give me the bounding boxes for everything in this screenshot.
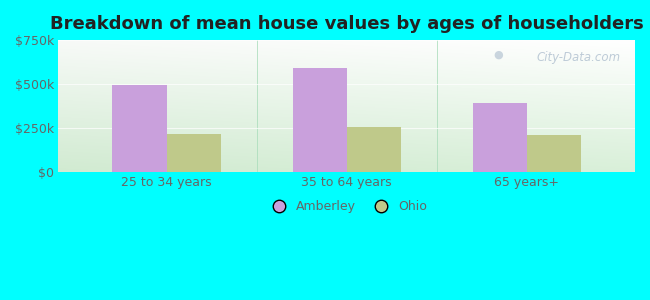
Bar [346, 128, 401, 172]
Text: ●: ● [494, 50, 504, 60]
Bar [527, 136, 581, 172]
Legend: Amberley, Ohio: Amberley, Ohio [261, 195, 432, 218]
Title: Breakdown of mean house values by ages of householders: Breakdown of mean house values by ages o… [50, 15, 644, 33]
Bar [292, 68, 346, 172]
Text: City-Data.com: City-Data.com [536, 51, 621, 64]
Bar [473, 103, 527, 172]
Bar [112, 85, 166, 172]
Bar [166, 134, 220, 172]
